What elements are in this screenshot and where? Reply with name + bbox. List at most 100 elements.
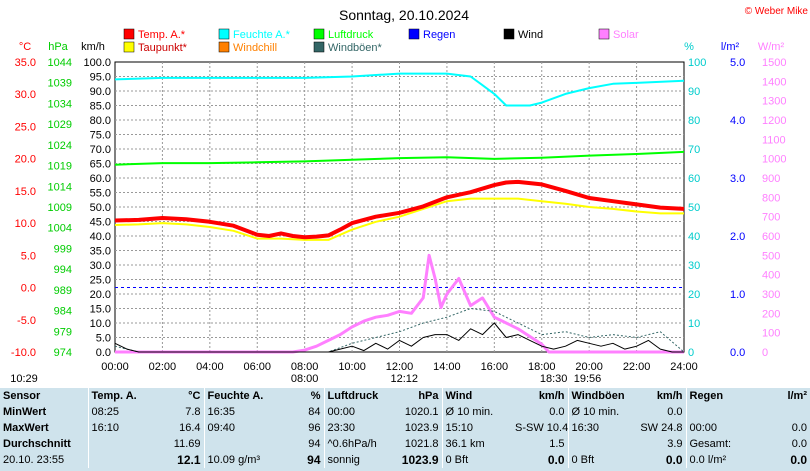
chart-title: Sonntag, 20.10.2024 bbox=[339, 7, 469, 23]
summary-row: MinWert 08:25 7.8 16:35 84 00:00 1020.1 Ø 10 mi… bbox=[0, 404, 810, 420]
summary-cell: km/h bbox=[636, 388, 687, 404]
bottom-labels: 10:29 08:00 12:12 18:30 19:56 bbox=[10, 373, 601, 385]
wind-tick-label: 95.0 bbox=[90, 72, 111, 84]
legend-swatch bbox=[313, 28, 325, 40]
summary-cell: 1023.9 bbox=[390, 452, 443, 468]
axis-units: °C hPa km/h% l/m² W/m² bbox=[19, 41, 785, 53]
summary-cell bbox=[88, 452, 150, 468]
legend-swatch bbox=[503, 28, 515, 40]
legend-swatch bbox=[598, 28, 610, 40]
bottom-time-label: 12:12 bbox=[390, 373, 418, 385]
temp-tick-label: 10.0 bbox=[15, 218, 36, 230]
summary-cell: 15:10 bbox=[445, 422, 474, 434]
wind-tick-label: 90.0 bbox=[90, 86, 111, 98]
summary-cell: 0.0 bbox=[791, 422, 807, 434]
solar-tick-label: 900 bbox=[762, 173, 780, 185]
summary-cell: km/h bbox=[512, 388, 569, 404]
humidity-tick-label: 30 bbox=[688, 260, 700, 272]
summary-row: 20.10. 23:55 12.1 10.09 g/m³ 94 sonnig 1023.9… bbox=[0, 452, 810, 468]
x-tick-label: 08:00 bbox=[291, 361, 319, 373]
legend-label: Temp. A.* bbox=[138, 29, 186, 41]
summary-cell: 36.1 km bbox=[445, 438, 485, 450]
axis-ticks: 35.0 30.0 25.0 20.0 15.0 10.0 5.0 0.0 -5.0 -10.0 1… bbox=[11, 57, 787, 373]
summary-cell: Temp. A. bbox=[91, 390, 137, 402]
summary-cell: 0 Bft bbox=[445, 454, 469, 466]
summary-cell: 94 bbox=[274, 436, 325, 452]
humidity-tick-label: 40 bbox=[688, 231, 700, 243]
series-luftdruck bbox=[114, 150, 685, 166]
bottom-time-label: 19:56 bbox=[574, 373, 602, 385]
wind-tick-label: 15.0 bbox=[90, 304, 111, 316]
summary-cell: 16:35 bbox=[207, 406, 236, 418]
axis-unit-label: km/h bbox=[81, 41, 105, 53]
summary-cell: Sensor bbox=[0, 388, 89, 404]
temp-tick-label: 20.0 bbox=[15, 154, 36, 166]
pressure-tick-label: 974 bbox=[54, 347, 72, 359]
solar-tick-label: 800 bbox=[762, 192, 780, 204]
summary-cell: 16:30 bbox=[571, 422, 600, 434]
summary-cell: 00:00 bbox=[689, 422, 718, 434]
pressure-tick-label: 1039 bbox=[48, 78, 72, 90]
summary-cell: 84 bbox=[274, 404, 325, 420]
axis-unit-label: hPa bbox=[48, 41, 68, 53]
x-tick-label: 12:00 bbox=[386, 361, 414, 373]
pressure-tick-label: 989 bbox=[54, 285, 72, 297]
chart-legend: Temp. A.* Feuchte A.* Luftdruck Regen Wind So… bbox=[123, 28, 639, 54]
solar-tick-label: 1000 bbox=[762, 154, 786, 166]
wind-tick-label: 65.0 bbox=[90, 159, 111, 171]
summary-cell: Luftdruck bbox=[327, 390, 379, 402]
legend-label: Feuchte A.* bbox=[233, 29, 291, 41]
summary-cell: SW 24.8 bbox=[636, 420, 687, 436]
summary-cell: 08:25 bbox=[91, 406, 120, 418]
x-tick-label: 18:00 bbox=[528, 361, 556, 373]
legend-label: Windböen* bbox=[328, 42, 383, 54]
humidity-tick-label: 0 bbox=[688, 347, 694, 359]
rain-tick-label: 4.0 bbox=[730, 115, 745, 127]
solar-tick-label: 1500 bbox=[762, 57, 786, 69]
humidity-tick-label: 60 bbox=[688, 173, 700, 185]
humidity-tick-label: 100 bbox=[688, 57, 706, 69]
summary-cell: °C bbox=[150, 388, 205, 404]
pressure-tick-label: 1009 bbox=[48, 202, 72, 214]
pressure-tick-label: 1014 bbox=[48, 181, 72, 193]
wind-tick-label: 35.0 bbox=[90, 246, 111, 258]
axis-unit-label: W/m² bbox=[758, 41, 785, 53]
summary-cell: Feuchte A. bbox=[207, 390, 264, 402]
legend-label: Regen bbox=[423, 29, 455, 41]
x-tick-label: 00:00 bbox=[101, 361, 129, 373]
pressure-tick-label: 1044 bbox=[48, 57, 72, 69]
solar-tick-label: 300 bbox=[762, 289, 780, 301]
summary-cell: MaxWert bbox=[0, 420, 89, 436]
wind-tick-label: 0.0 bbox=[96, 347, 111, 359]
x-tick-label: 06:00 bbox=[243, 361, 271, 373]
wind-tick-label: 25.0 bbox=[90, 275, 111, 287]
summary-cell: 10.09 g/m³ bbox=[207, 454, 261, 466]
wind-tick-label: 50.0 bbox=[90, 202, 111, 214]
axis-unit-label: °C bbox=[19, 41, 31, 53]
rain-tick-label: 1.0 bbox=[730, 289, 745, 301]
legend-label: Taupunkt* bbox=[138, 42, 188, 54]
solar-tick-label: 1200 bbox=[762, 115, 786, 127]
solar-tick-label: 1100 bbox=[762, 134, 786, 146]
wind-tick-label: 30.0 bbox=[90, 260, 111, 272]
bottom-time-label: 08:00 bbox=[291, 373, 319, 385]
summary-cell: 00:00 bbox=[327, 406, 356, 418]
summary-cell: 94 bbox=[274, 452, 325, 468]
summary-cell bbox=[686, 404, 754, 420]
summary-cell: 3.9 bbox=[636, 436, 687, 452]
summary-cell: hPa bbox=[390, 388, 443, 404]
summary-panel: Sensor Temp. A. °C Feuchte A.% Luftdruck hPa W… bbox=[0, 388, 810, 471]
summary-cell: Ø 10 min. bbox=[445, 406, 494, 418]
summary-cell: Regen bbox=[689, 390, 724, 402]
summary-cell: Durchschnitt bbox=[0, 436, 89, 452]
solar-tick-label: 500 bbox=[762, 250, 780, 262]
summary-cell: Wind bbox=[445, 390, 473, 402]
summary-cell: 1.5 bbox=[512, 436, 569, 452]
wind-tick-label: 80.0 bbox=[90, 115, 111, 127]
summary-cell: ^0.6hPa/h bbox=[327, 438, 377, 450]
wind-tick-label: 40.0 bbox=[90, 231, 111, 243]
series-temp-a bbox=[114, 179, 685, 240]
summary-cell bbox=[754, 404, 810, 420]
summary-cell: 0.0 bbox=[636, 404, 687, 420]
pressure-tick-label: 1024 bbox=[48, 140, 72, 152]
